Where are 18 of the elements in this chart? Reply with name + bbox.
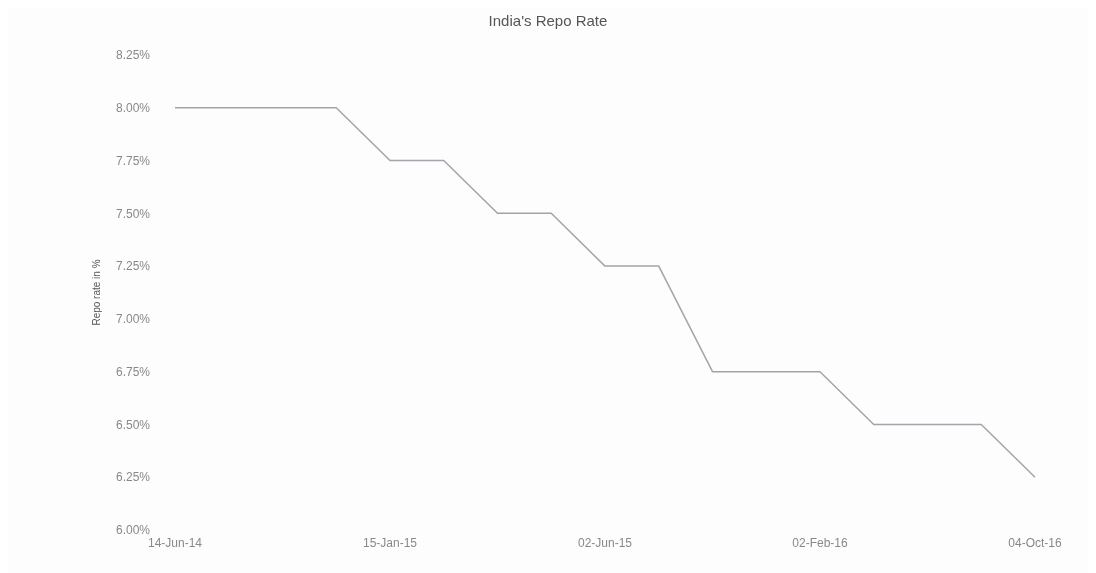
- chart-title: India's Repo Rate: [487, 12, 609, 29]
- y-tick-label: 6.75%: [115, 364, 151, 379]
- y-tick-label: 7.75%: [115, 153, 151, 168]
- y-tick-label: 7.00%: [115, 312, 151, 327]
- y-tick-label: 7.25%: [115, 259, 151, 274]
- x-tick-label: 14-Jun-14: [147, 535, 203, 550]
- x-tick-label: 04-Oct-16: [1008, 535, 1062, 550]
- line-series: [174, 107, 1036, 478]
- y-tick-label: 6.50%: [115, 417, 151, 432]
- y-tick-label: 8.25%: [115, 48, 151, 63]
- y-tick-label: 6.25%: [115, 470, 151, 485]
- y-tick-label: 8.00%: [115, 101, 151, 116]
- x-tick-label: 15-Jan-15: [362, 535, 418, 550]
- x-tick-label: 02-Jun-15: [577, 535, 633, 550]
- y-axis-title: Repo rate in %: [90, 259, 102, 326]
- x-tick-label: 02-Feb-16: [792, 535, 848, 550]
- y-tick-label: 6.00%: [115, 523, 151, 538]
- y-tick-label: 7.50%: [115, 206, 151, 221]
